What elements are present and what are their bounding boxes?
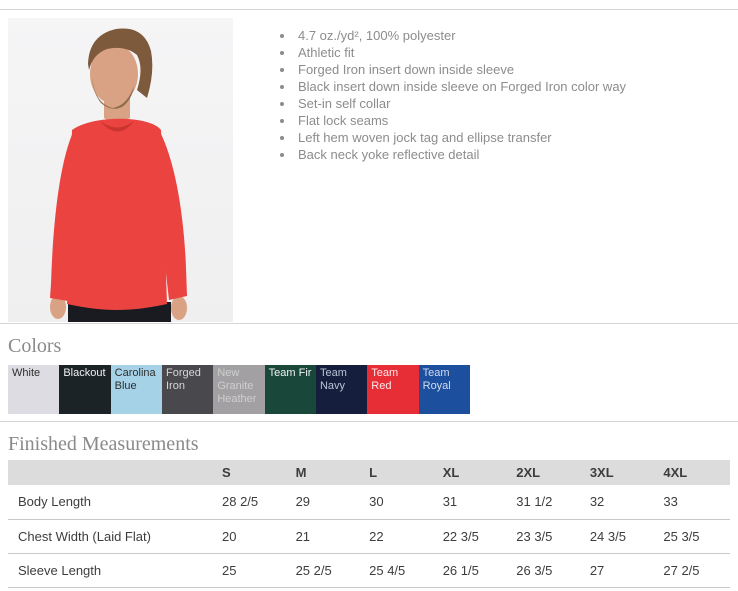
measurement-value: 32 xyxy=(582,485,657,520)
measurement-value: 27 2/5 xyxy=(656,553,730,588)
size-header-row: S M L XL 2XL 3XL 4XL xyxy=(8,460,730,485)
measurement-label: Chest Width (Laid Flat) xyxy=(8,519,215,554)
product-photo xyxy=(8,18,233,322)
color-swatch-carolina-blue[interactable]: Carolina Blue xyxy=(110,365,162,414)
feature-item: 4.7 oz./yd², 100% polyester xyxy=(295,27,626,44)
measurement-value: 24 3/5 xyxy=(582,519,657,554)
colors-heading: Colors xyxy=(8,335,62,357)
measurement-value: 33 xyxy=(656,485,730,520)
measurement-value: 28 2/5 xyxy=(215,485,289,520)
size-header-3xl: 3XL xyxy=(582,460,657,485)
feature-item: Forged Iron insert down inside sleeve xyxy=(295,61,626,78)
feature-item: Athletic fit xyxy=(295,44,626,61)
color-swatch-team-red[interactable]: Team Red xyxy=(367,365,419,414)
color-swatches: White Blackout Carolina Blue Forged Iron New… xyxy=(8,365,470,414)
size-header-s: S xyxy=(215,460,289,485)
colors-divider xyxy=(0,323,738,324)
feature-item: Black insert down inside sleeve on Forge… xyxy=(295,78,626,95)
size-header-l: L xyxy=(362,460,436,485)
top-divider xyxy=(0,9,738,10)
color-swatch-forged-iron[interactable]: Forged Iron xyxy=(161,365,214,414)
color-swatch-team-royal[interactable]: Team Royal xyxy=(418,365,470,414)
color-swatch-blackout[interactable]: Blackout xyxy=(59,365,111,414)
feature-list: 4.7 oz./yd², 100% polyesterAthletic fitF… xyxy=(233,18,626,163)
feature-item: Left hem woven jock tag and ellipse tran… xyxy=(295,129,626,146)
feature-item: Flat lock seams xyxy=(295,112,626,129)
color-swatch-white[interactable]: White xyxy=(8,365,60,414)
measurement-value: 31 xyxy=(435,485,510,520)
size-header-4xl: 4XL xyxy=(656,460,730,485)
measurements-table: S M L XL 2XL 3XL 4XL Body Length 28 2/5 29 30 31 31… xyxy=(8,460,730,588)
measurement-value: 23 3/5 xyxy=(509,519,583,554)
measurement-label: Body Length xyxy=(8,485,215,520)
measurements-heading: Finished Measurements xyxy=(8,433,199,455)
measurements-body: Body Length 28 2/5 29 30 31 31 1/2 32 33 Chest W… xyxy=(8,485,730,588)
measurement-value: 30 xyxy=(362,485,436,520)
color-swatch-team-fir[interactable]: Team Fir xyxy=(264,365,316,414)
measurement-row: Body Length 28 2/5 29 30 31 31 1/2 32 33 xyxy=(8,485,730,520)
measurement-value: 22 3/5 xyxy=(435,519,510,554)
feature-item: Back neck yoke reflective detail xyxy=(295,146,626,163)
size-header-m: M xyxy=(288,460,363,485)
measurement-value: 31 1/2 xyxy=(509,485,583,520)
measurement-row: Chest Width (Laid Flat) 20 21 22 22 3/5 23 3/… xyxy=(8,519,730,554)
product-section: 4.7 oz./yd², 100% polyesterAthletic fitF… xyxy=(8,18,730,322)
measurement-value: 20 xyxy=(215,519,289,554)
color-swatch-team-navy[interactable]: Team Navy xyxy=(315,365,368,414)
measurement-value: 29 xyxy=(288,485,363,520)
measurement-value: 21 xyxy=(288,519,363,554)
size-header-2xl: 2XL xyxy=(509,460,583,485)
size-header-empty xyxy=(8,460,215,485)
model-photo-illustration xyxy=(8,18,233,322)
measurement-value: 22 xyxy=(362,519,436,554)
measurement-value: 25 3/5 xyxy=(656,519,730,554)
measurements-divider xyxy=(0,421,738,422)
feature-item: Set-in self collar xyxy=(295,95,626,112)
size-header-xl: XL xyxy=(435,460,510,485)
color-swatch-new-granite-heather[interactable]: New Granite Heather xyxy=(213,365,265,414)
